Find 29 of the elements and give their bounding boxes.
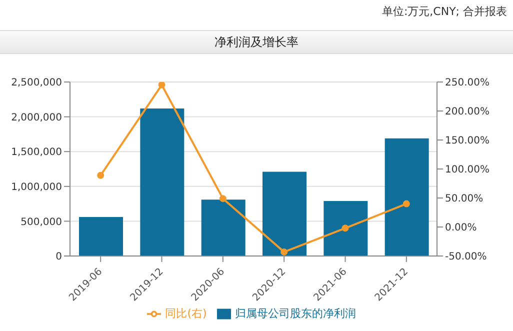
y-tick-label: 1,000,000 bbox=[11, 182, 62, 193]
text: 单位:万元,CNY; 合并报表 bbox=[382, 4, 507, 19]
y-tick-label: 2,000,000 bbox=[11, 112, 62, 124]
y2-tick-label: 250.00% bbox=[445, 78, 490, 89]
y-tick-label: 0 bbox=[56, 252, 62, 263]
y2-tick-label: 100.00% bbox=[445, 164, 490, 176]
bar bbox=[140, 108, 184, 256]
y-tick-label: 1,500,000 bbox=[11, 147, 62, 158]
y2-tick-label: -50.00% bbox=[445, 252, 487, 263]
point bbox=[402, 200, 410, 208]
legend-label: 归属母公司股东的净利润 bbox=[234, 307, 356, 320]
y-tick-label: 2,500,000 bbox=[11, 78, 62, 89]
chart-title: 净利润及增长率 bbox=[0, 30, 513, 54]
bar bbox=[324, 201, 368, 256]
y2-tick-label: 150.00% bbox=[445, 136, 490, 147]
point bbox=[342, 224, 349, 232]
y2-tick-label: 50.00% bbox=[445, 194, 484, 205]
y2-tick-label: 200.00% bbox=[445, 106, 490, 118]
bar bbox=[384, 138, 429, 256]
y-tick-label: 500,000 bbox=[20, 216, 62, 228]
point bbox=[219, 195, 226, 202]
point bbox=[158, 82, 166, 88]
point bbox=[280, 248, 288, 256]
bar bbox=[79, 217, 123, 256]
point bbox=[97, 172, 104, 179]
legend-label: 同比(右) bbox=[165, 307, 207, 320]
y2-tick-label: 0.00% bbox=[445, 222, 477, 234]
bar bbox=[262, 172, 306, 256]
bar bbox=[201, 200, 246, 256]
